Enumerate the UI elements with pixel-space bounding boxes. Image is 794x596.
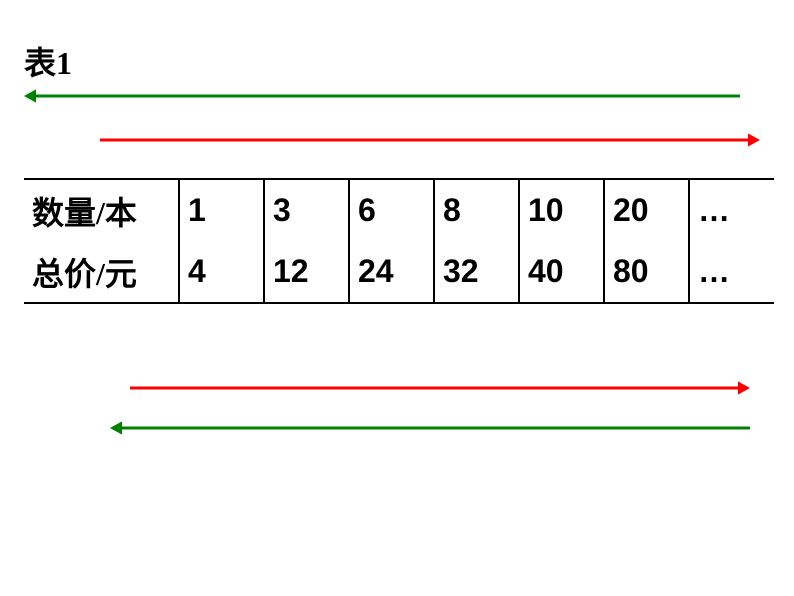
arrow-head [110,421,122,434]
arrow-bottom-red [0,373,794,403]
table-cell: 8 [434,179,519,241]
data-table: 数量/本1 3681020…总价/元41224324080… [24,178,774,304]
table-row: 总价/元41224324080… [24,241,774,303]
table-cell: 24 [349,241,434,303]
arrow-head [738,381,750,394]
table-cell: 40 [519,241,604,303]
row-header: 数量/本 [24,179,179,241]
table-cell: 12 [264,241,349,303]
table-cell: 6 [349,179,434,241]
arrow-top-green [0,81,794,111]
row-header: 总价/元 [24,241,179,303]
table-cell: 3 [264,179,349,241]
table-cell: 80 [604,241,689,303]
table-row: 数量/本1 3681020… [24,179,774,241]
table-cell: … [689,179,774,241]
table-cell: 4 [179,241,264,303]
table-title: 表1 [24,38,72,84]
arrow-head [748,133,760,146]
table-body: 数量/本1 3681020…总价/元41224324080… [24,179,774,303]
table-cell: … [689,241,774,303]
arrow-bottom-green [0,413,794,443]
table-cell: 32 [434,241,519,303]
table-cell: 20 [604,179,689,241]
arrow-head [24,89,36,102]
title-text: 表1 [24,45,72,81]
table-cell: 10 [519,179,604,241]
data-table-container: 数量/本1 3681020…总价/元41224324080… [24,178,774,304]
arrow-top-red [0,125,794,155]
table-cell: 1 [179,179,264,241]
